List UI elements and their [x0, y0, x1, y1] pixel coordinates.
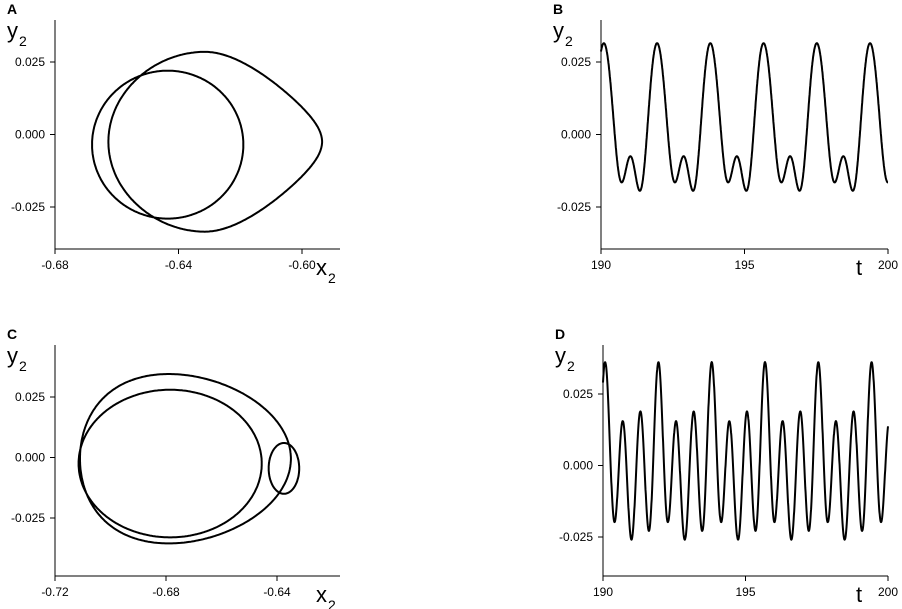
- y-tick-label: 0.000: [15, 128, 45, 142]
- x-tick-label: 195: [734, 258, 754, 272]
- y-tick-label: 0.000: [563, 459, 593, 473]
- y-tick-label: 0.025: [15, 390, 45, 404]
- y-axis-label: y: [553, 18, 564, 43]
- y-tick-label: -0.025: [11, 200, 45, 214]
- x-axis-label: x: [316, 255, 327, 280]
- y-tick-label: -0.025: [557, 200, 591, 214]
- x-tick-label: -0.72: [41, 585, 69, 599]
- y-tick-label: 0.000: [15, 451, 45, 465]
- series-line: [600, 42, 889, 192]
- y-axis-label: y: [7, 18, 18, 43]
- y-axis-label-sub: 2: [19, 33, 27, 49]
- panel-label: B: [553, 1, 563, 17]
- series-line: [91, 50, 324, 233]
- x-axis-label: t: [856, 255, 862, 280]
- y-axis-label: y: [7, 343, 18, 368]
- chart-panel-b: B 0.025 0.000 -0.025 190 195 200 y 2 t: [553, 1, 898, 280]
- x-axis-label-sub: 2: [328, 270, 336, 286]
- x-tick-label: 200: [878, 585, 898, 599]
- y-axis-label-sub: 2: [19, 358, 27, 374]
- x-axis-label-sub: 2: [328, 597, 336, 609]
- y-axis-label: y: [555, 343, 566, 368]
- y-tick-label: 0.000: [561, 128, 591, 142]
- x-axis-label: t: [856, 582, 862, 607]
- x-tick-label: -0.68: [41, 258, 69, 272]
- x-tick-label: -0.60: [288, 258, 316, 272]
- panel-label: C: [7, 326, 17, 342]
- chart-panel-d: D 0.025 0.000 -0.025 190 195 200 y 2 t: [555, 326, 898, 607]
- x-tick-label: -0.64: [263, 585, 291, 599]
- x-tick-label: 190: [593, 585, 613, 599]
- x-tick-label: 195: [735, 585, 755, 599]
- series-line: [602, 361, 889, 541]
- y-axis-label-sub: 2: [567, 358, 575, 374]
- y-tick-label: 0.025: [15, 55, 45, 69]
- panel-label: A: [7, 1, 17, 17]
- y-tick-label: 0.025: [563, 387, 593, 401]
- x-tick-label: -0.64: [165, 258, 193, 272]
- y-axis-label-sub: 2: [565, 33, 573, 49]
- y-tick-label: -0.025: [11, 511, 45, 525]
- y-tick-label: -0.025: [559, 530, 593, 544]
- x-axis-label: x: [316, 582, 327, 607]
- y-tick-label: 0.025: [561, 55, 591, 69]
- x-tick-label: -0.68: [152, 585, 180, 599]
- panel-label: D: [555, 326, 565, 342]
- x-tick-label: 190: [591, 258, 611, 272]
- series-line: [77, 373, 301, 545]
- x-tick-label: 200: [878, 258, 898, 272]
